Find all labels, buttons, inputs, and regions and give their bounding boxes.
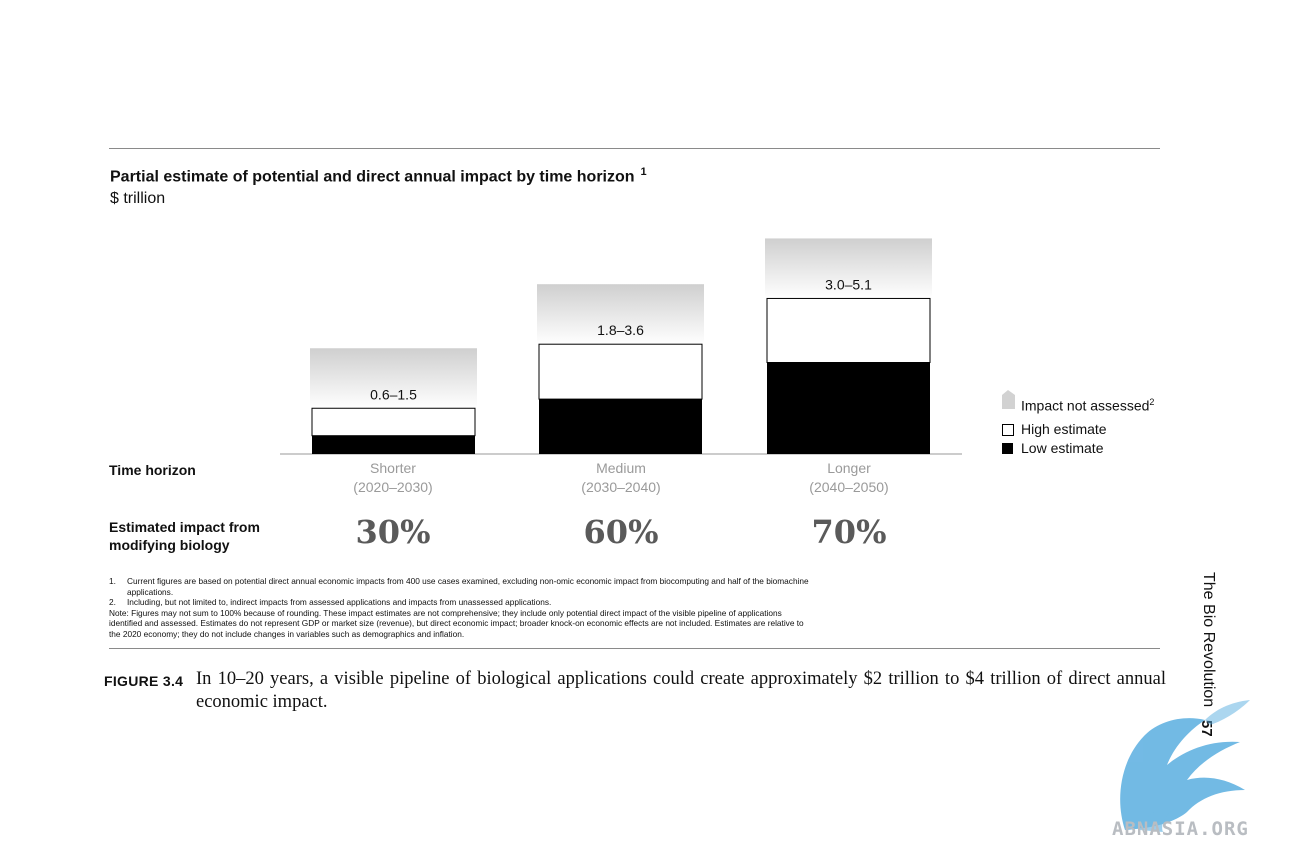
top-rule	[109, 148, 1160, 149]
bar-high-shorter	[311, 407, 476, 437]
bar-not-assessed-longer	[765, 238, 932, 299]
running-head: The Bio Revolution	[1200, 572, 1217, 708]
footnote-1: 1. Current figures are based on potential…	[109, 576, 809, 597]
high-estimate-swatch-icon	[1002, 424, 1014, 436]
horizon-label-medium: Medium (2030–2040)	[581, 460, 661, 495]
footnotes: 1. Current figures are based on potential…	[109, 576, 809, 640]
horizon-label-shorter: Shorter (2020–2030)	[353, 460, 433, 495]
bar-range-label-medium: 1.8–3.6	[597, 322, 644, 338]
figure-caption: In 10–20 years, a visible pipeline of bi…	[196, 669, 1166, 712]
horizon-label-longer: Longer (2040–2050)	[809, 460, 889, 495]
footnote-2: 2. Including, but not limited to, indirec…	[109, 597, 552, 608]
chart-title: Partial estimate of potential and direct…	[110, 166, 647, 186]
bar-not-assessed-medium	[537, 284, 704, 345]
bar-low-longer	[767, 362, 930, 454]
footnote-note: Note: Figures may not sum to 100% becaus…	[109, 607, 804, 639]
bar-low-medium	[539, 399, 702, 454]
time-horizon-label: Time horizon	[109, 462, 196, 478]
bottom-rule	[109, 648, 1160, 649]
bar-not-assessed-shorter	[310, 348, 477, 409]
figure-label: FIGURE 3.4	[104, 673, 184, 689]
bar-high-medium	[538, 343, 703, 400]
impact-percent-medium: 60%	[583, 513, 659, 551]
low-estimate-swatch-icon	[1002, 443, 1013, 454]
impact-percent-shorter: 30%	[355, 513, 431, 551]
bar-low-shorter	[312, 435, 475, 454]
bar-high-longer	[766, 297, 931, 364]
chart-unit: $ trillion	[110, 190, 166, 207]
impact-row-label: Estimated impact from modifying biology	[109, 519, 260, 553]
bar-range-label-longer: 3.0–5.1	[825, 276, 872, 292]
not-assessed-swatch-icon	[1002, 390, 1015, 409]
watermark-text: ABNASIA.ORG	[1112, 818, 1249, 840]
griffin-watermark-logo	[1120, 700, 1250, 832]
bar-range-label-shorter: 0.6–1.5	[370, 386, 417, 402]
impact-percent-longer: 70%	[811, 513, 887, 551]
